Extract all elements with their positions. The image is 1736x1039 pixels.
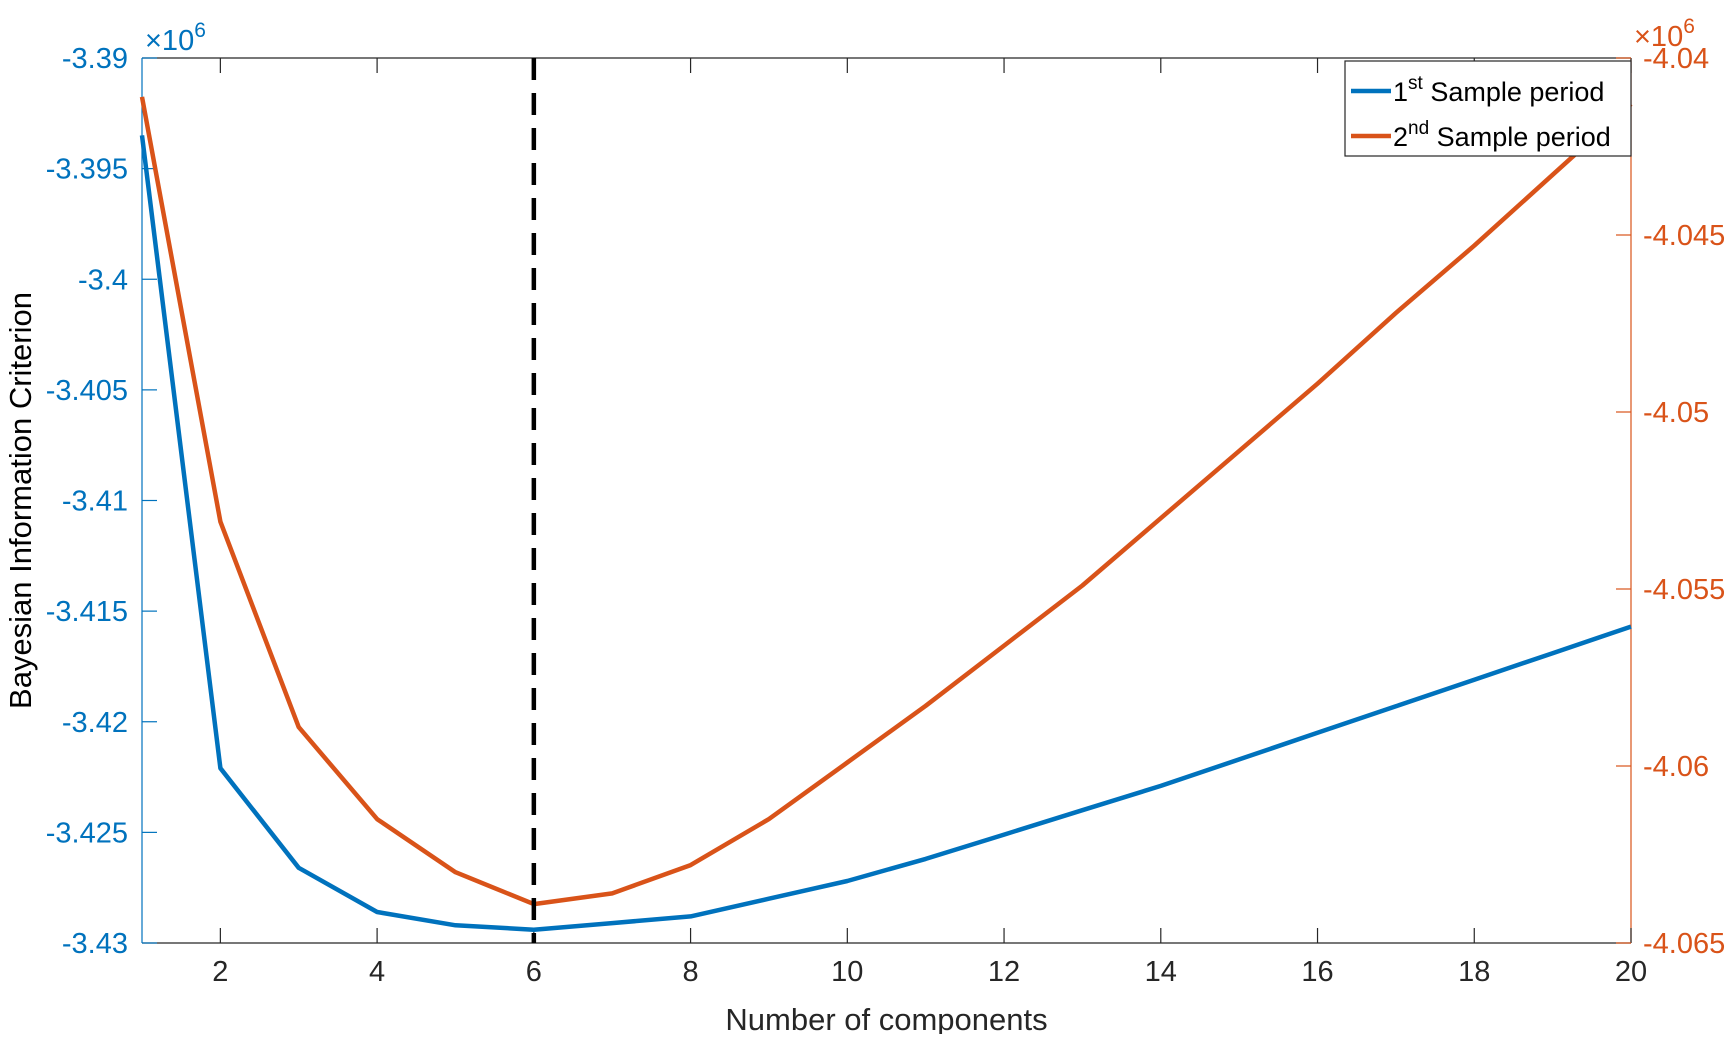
x-tick-label: 10 <box>831 956 863 988</box>
plot-frame <box>141 57 1632 944</box>
exponent-right-base: ×10 <box>1634 21 1683 53</box>
y-axis-left: -3.39 -3.395 -3.4 -3.405 -3.41 -3.415 -3.42 -3.… <box>46 43 157 960</box>
y-right-tick-label: -4.06 <box>1643 751 1709 783</box>
y-right-tick-label: -4.045 <box>1643 220 1725 252</box>
exponent-left: ×106 <box>145 19 206 57</box>
y-axis-right: -4.04 -4.045 -4.05 -4.055 -4.06 -4.065 <box>1616 43 1725 960</box>
legend-label-sup: nd <box>1408 118 1429 139</box>
y-left-tick-label: -3.42 <box>62 707 128 739</box>
y-left-tick-label: -3.425 <box>46 817 128 849</box>
legend-label-suffix: Sample period <box>1429 122 1611 152</box>
x-tick-label: 4 <box>369 956 385 988</box>
series-line-1 <box>139 135 1632 932</box>
legend-label-1: 1st Sample period <box>1393 73 1604 107</box>
y-left-tick-label: -3.43 <box>62 928 128 960</box>
series-line-2 <box>139 96 1633 907</box>
legend-label-2: 2nd Sample period <box>1393 118 1611 152</box>
exponent-right: ×106 <box>1634 15 1695 53</box>
y-right-tick-label: -4.065 <box>1643 928 1725 960</box>
x-tick-label: 14 <box>1145 956 1177 988</box>
y-left-tick-label: -3.4 <box>78 264 128 296</box>
y-right-tick-label: -4.04 <box>1643 43 1709 75</box>
y-right-tick-label: -4.055 <box>1643 574 1725 606</box>
y-left-tick-label: -3.405 <box>46 375 128 407</box>
x-tick-label: 16 <box>1301 956 1333 988</box>
y-left-tick-label: -3.39 <box>62 43 128 75</box>
y-left-tick-label: -3.415 <box>46 596 128 628</box>
legend-label-prefix: 2 <box>1393 122 1408 152</box>
exponent-right-power: 6 <box>1683 15 1695 38</box>
x-tick-label: 8 <box>683 956 699 988</box>
x-tick-label: 12 <box>988 956 1020 988</box>
x-tick-label: 18 <box>1458 956 1490 988</box>
y-right-tick-label: -4.05 <box>1643 397 1709 429</box>
legend-label-suffix: Sample period <box>1423 77 1605 107</box>
y-axis-title: Bayesian Information Criterion <box>3 292 38 709</box>
x-tick-label: 6 <box>526 956 542 988</box>
y-left-tick-label: -3.395 <box>46 154 128 186</box>
x-axis: 2 4 6 8 10 12 14 16 18 20 <box>212 58 1647 988</box>
exponent-left-power: 6 <box>194 19 206 42</box>
x-tick-label: 2 <box>212 956 228 988</box>
legend-label-sup: st <box>1408 73 1424 94</box>
x-axis-title: Number of components <box>725 1002 1047 1034</box>
exponent-left-base: ×10 <box>145 25 194 57</box>
x-tick-label: 20 <box>1615 956 1647 988</box>
legend-label-prefix: 1 <box>1393 77 1408 107</box>
legend-box <box>1344 60 1632 157</box>
y-left-tick-label: -3.41 <box>62 486 128 518</box>
series-layer <box>139 96 1633 932</box>
